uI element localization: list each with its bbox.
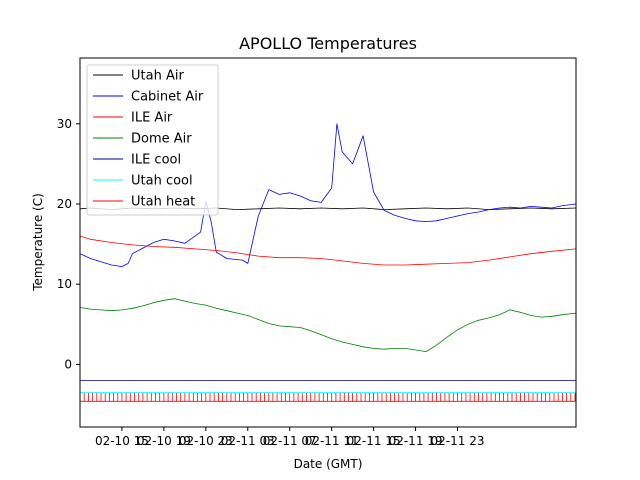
legend: Utah Air Cabinet Air ILE Air Dome Air ILE co… bbox=[86, 64, 219, 216]
legend-label-cabinet-air: Cabinet Air bbox=[131, 90, 204, 105]
legend-label-dome-air: Dome Air bbox=[131, 132, 192, 147]
series-line-dome-air bbox=[80, 298, 576, 353]
y-tick-label: 20 bbox=[57, 197, 72, 211]
series-line-cabinet-air bbox=[80, 123, 576, 268]
chart-title: APOLLO Temperatures bbox=[239, 34, 417, 53]
x-tick-label: 02-11 15 bbox=[347, 434, 401, 448]
y-tick-label: 0 bbox=[64, 357, 72, 371]
legend-items: Utah Air Cabinet Air ILE Air Dome Air ILE co… bbox=[93, 69, 204, 210]
x-tick-label: 02-10 23 bbox=[179, 434, 233, 448]
x-tick-label: 02-11 03 bbox=[221, 434, 275, 448]
x-axis-label: Date (GMT) bbox=[294, 457, 363, 471]
legend-label-utah-air: Utah Air bbox=[131, 69, 184, 84]
x-tick-label: 02-10 19 bbox=[137, 434, 191, 448]
series-line-ile-air bbox=[80, 235, 576, 266]
x-tick-label: 02-11 07 bbox=[263, 434, 317, 448]
y-tick-label: 10 bbox=[57, 277, 72, 291]
y-tick-label: 30 bbox=[57, 117, 72, 131]
x-tick-label: 02-10 15 bbox=[95, 434, 149, 448]
legend-label-utah-heat: Utah heat bbox=[131, 195, 195, 210]
plot-frame bbox=[79, 57, 577, 428]
x-tick-label: 02-11 11 bbox=[305, 434, 359, 448]
y-axis-label: Temperature (C) bbox=[31, 193, 45, 292]
x-tick-label: 02-11 19 bbox=[389, 434, 443, 448]
legend-label-ile-air: ILE Air bbox=[131, 111, 173, 126]
legend-label-ile-cool: ILE cool bbox=[131, 153, 181, 168]
legend-label-utah-cool: Utah cool bbox=[131, 174, 193, 189]
x-tick-label: 02-11 23 bbox=[431, 434, 485, 448]
series-line-utah-heat bbox=[80, 392, 576, 402]
legend-box bbox=[86, 64, 219, 216]
